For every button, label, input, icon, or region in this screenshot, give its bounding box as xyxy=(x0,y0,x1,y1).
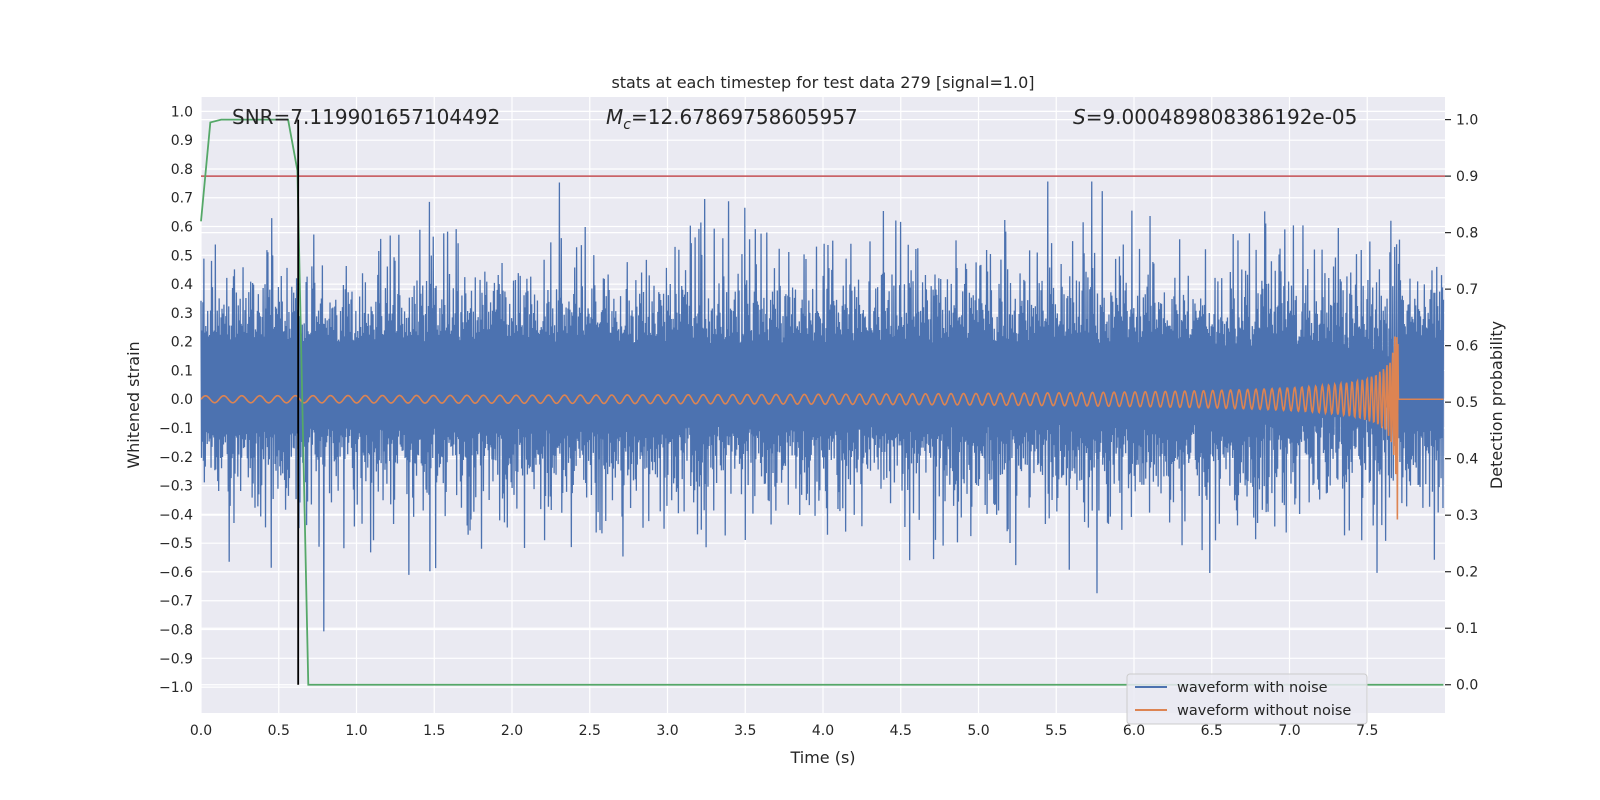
chirp-mass-value: =12.67869758605957 xyxy=(631,105,858,129)
legend-label-noise: waveform with noise xyxy=(1177,680,1328,696)
s-annotation: S=9.000489808386192e-05 xyxy=(1073,105,1357,129)
x-tick-label: 2.5 xyxy=(579,723,601,739)
x-tick-label: 2.0 xyxy=(501,723,523,739)
y-tick-label-left: −0.3 xyxy=(159,479,193,495)
x-tick-label: 6.0 xyxy=(1123,723,1145,739)
y-tick-label-right: 0.8 xyxy=(1456,226,1478,242)
x-tick-label: 3.5 xyxy=(734,723,756,739)
legend-label-clean: waveform without noise xyxy=(1177,703,1351,719)
x-tick-label: 4.5 xyxy=(890,723,912,739)
y-tick-label-left: −0.4 xyxy=(159,507,193,523)
x-tick-label: 1.5 xyxy=(423,723,445,739)
x-tick-label: 5.0 xyxy=(967,723,989,739)
y-tick-label-left: −0.2 xyxy=(159,450,193,466)
y-tick-label-right: 0.7 xyxy=(1456,282,1478,298)
y-axis-label-right: Detection probability xyxy=(1487,321,1506,489)
waveform-without-noise-series xyxy=(200,336,1444,520)
x-tick-label: 7.5 xyxy=(1356,723,1378,739)
y-tick-label-left: 0.6 xyxy=(171,220,193,236)
y-tick-label-left: −0.9 xyxy=(159,651,193,667)
x-tick-label: 6.5 xyxy=(1201,723,1223,739)
x-axis-label: Time (s) xyxy=(789,748,855,767)
waveform-with-noise-series xyxy=(200,181,1445,632)
y-tick-label-left: 0.2 xyxy=(171,335,193,351)
y-tick-label-left: −0.5 xyxy=(159,536,193,552)
s-symbol: S xyxy=(1073,105,1086,129)
x-tick-label: 7.0 xyxy=(1278,723,1300,739)
chirp-mass-subscript: c xyxy=(623,117,631,133)
x-tick-label: 1.0 xyxy=(345,723,367,739)
y-tick-label-left: −0.6 xyxy=(159,565,193,581)
y-axis-label-left: Whitened strain xyxy=(124,341,143,468)
legend: waveform with noise waveform without noi… xyxy=(1126,673,1368,725)
axes: 0.0 0.5 1.0 1.5 2.0 2.5 3.0 3.5 4.0 4.5 5.0 5.5 6.0 6… xyxy=(159,104,1478,739)
y-tick-label-right: 0.5 xyxy=(1456,395,1478,411)
chirp-mass-symbol: M xyxy=(606,105,623,129)
x-tick-label: 4.0 xyxy=(812,723,834,739)
x-tick-label: 5.5 xyxy=(1045,723,1067,739)
y-tick-label-right: 0.3 xyxy=(1456,508,1478,524)
chirp-mass-annotation: Mc=12.67869758605957 xyxy=(606,105,858,133)
y-tick-label-left: −0.8 xyxy=(159,623,193,639)
y-tick-label-left: 0.7 xyxy=(171,191,193,207)
y-tick-label-left: 0.4 xyxy=(171,277,193,293)
y-tick-label-right: 0.0 xyxy=(1456,678,1478,694)
y-tick-label-left: 1.0 xyxy=(171,104,193,120)
y-tick-label-left: 0.0 xyxy=(171,392,193,408)
waveform-without-noise-line xyxy=(200,336,1444,520)
snr-annotation: SNR=7.119901657104492 xyxy=(232,105,500,129)
y-tick-label-left: 0.1 xyxy=(171,363,193,379)
x-tick-label: 0.0 xyxy=(190,723,212,739)
x-tick-label: 3.0 xyxy=(656,723,678,739)
s-value: =9.000489808386192e-05 xyxy=(1086,105,1358,129)
y-tick-label-left: −1.0 xyxy=(159,680,193,696)
y-tick-label-right: 0.1 xyxy=(1456,621,1478,637)
detection-probability-line xyxy=(200,118,1444,686)
y-tick-label-right: 0.6 xyxy=(1456,339,1478,355)
y-tick-label-right: 0.4 xyxy=(1456,452,1478,468)
overlay-lines xyxy=(200,118,1445,686)
chart-title: stats at each timestep for test data 279… xyxy=(611,73,1034,92)
x-tick-label: 0.5 xyxy=(268,723,290,739)
y-tick-label-left: 0.8 xyxy=(171,162,193,178)
legend-box xyxy=(1126,673,1368,725)
y-tick-label-left: 0.9 xyxy=(171,133,193,149)
y-tick-label-right: 1.0 xyxy=(1456,113,1478,129)
y-tick-label-left: −0.7 xyxy=(159,594,193,610)
y-tick-label-left: 0.5 xyxy=(171,248,193,264)
waveform-with-noise-line xyxy=(200,181,1445,632)
y-tick-label-left: 0.3 xyxy=(171,306,193,322)
y-tick-label-left: −0.1 xyxy=(159,421,193,437)
y-tick-label-right: 0.9 xyxy=(1456,169,1478,185)
y-tick-label-right: 0.2 xyxy=(1456,565,1478,581)
